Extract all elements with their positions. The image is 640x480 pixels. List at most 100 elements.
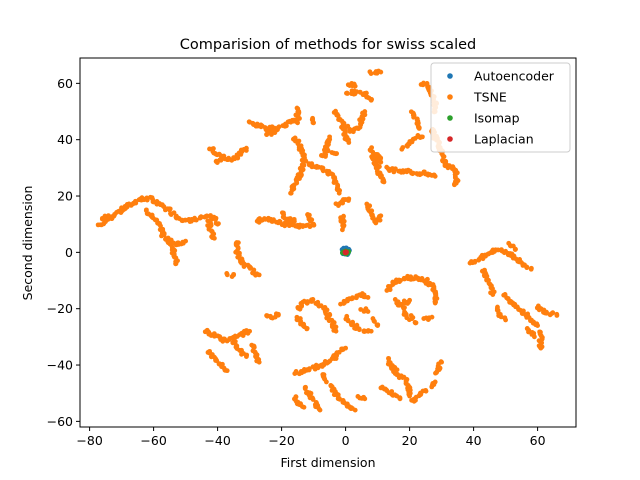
tsne-point [327,134,332,140]
tsne-point [198,214,204,220]
tsne-point [396,375,402,381]
tsne-point [254,121,260,127]
tsne-point [550,310,556,316]
tsne-point [272,128,278,134]
legend-marker [447,136,453,142]
tsne-point [143,207,149,213]
tsne-point [247,328,253,334]
tsne-point [247,265,253,271]
tsne-point [409,316,415,322]
tsne-point [340,227,345,233]
tsne-point [378,159,384,165]
tsne-point [331,180,337,186]
tsne-point [392,392,398,398]
tsne-point [378,69,384,75]
tsne-point [356,326,362,332]
tsne-point [327,317,333,323]
tsne-point [411,114,417,120]
tsne-point [293,112,299,118]
tsne-point [362,109,368,114]
tsne-point [452,182,457,188]
y-tick-label: −20 [47,301,73,316]
chart-title: Comparision of methods for swiss scaled [180,37,476,53]
tsne-point [432,300,438,306]
tsne-point [167,207,173,213]
tsne-point [350,295,355,301]
tsne-point [161,232,167,238]
tsne-point [114,210,119,215]
tsne-point [368,148,373,154]
x-tick-label: −80 [76,433,102,448]
tsne-point [213,217,218,222]
tsne-point [215,221,221,227]
x-tick-label: −60 [140,433,166,448]
tsne-point [175,215,181,221]
tsne-point [310,397,316,402]
tsne-point [362,329,367,334]
tsne-point [535,323,540,328]
x-axis: −80 −60 −40 −20 0 20 40 60 [76,427,546,448]
tsne-point [213,159,219,164]
tsne-point [333,328,339,334]
tsne-point [308,218,313,224]
tsne-point [333,151,339,157]
tsne-point [302,157,308,163]
tsne-point [305,299,310,304]
tsne-point [352,407,358,413]
tsne-point [183,238,189,244]
tsne-point [160,203,166,209]
tsne-point [538,345,544,351]
tsne-point [306,367,312,373]
tsne-point [346,196,352,202]
tsne-point [365,309,371,314]
tsne-point [421,80,426,86]
tsne-point [472,258,478,264]
tsne-point [218,157,224,162]
tsne-point [423,387,428,393]
x-tick-label: 40 [466,433,482,448]
tsne-point [381,179,387,185]
tsne-point [267,130,273,136]
tsne-point [526,327,532,333]
tsne-point [396,277,402,283]
legend-label: Isomap [474,111,520,126]
y-tick-label: 60 [57,76,73,91]
y-tick-label: −40 [47,358,73,373]
tsne-point [352,83,358,89]
tsne-point [368,71,374,76]
tsne-point [144,195,150,201]
x-axis-label: First dimension [280,455,375,470]
tsne-point [270,218,275,224]
tsne-point [295,120,300,126]
tsne-point [244,145,249,151]
tsne-point [441,154,447,160]
tsne-point [109,216,115,221]
tsne-point [432,379,438,385]
tsne-point [554,311,560,317]
tsne-point [311,221,316,227]
legend-marker [447,115,453,121]
tsne-point [358,121,363,127]
tsne-point [311,120,316,126]
tsne-point [288,190,294,196]
legend-label: Laplacian [474,132,534,147]
x-tick-label: −20 [268,433,294,448]
tsne-point [528,266,534,272]
tsne-point [501,250,507,256]
tsne-point [301,404,307,410]
tsne-point [439,359,444,365]
tsne-point [256,359,262,365]
y-tick-label: 0 [65,245,73,260]
tsne-point [320,168,326,174]
tsne-point [204,213,209,219]
tsne-point [343,345,348,351]
tsne-point [162,207,168,213]
x-tick-label: 20 [402,433,418,448]
tsne-point [368,328,374,334]
tsne-point [284,217,289,222]
legend-label: TSNE [473,90,507,105]
tsne-point [133,198,138,204]
tsne-point [324,379,329,385]
legend: Autoencoder TSNE Isomap Laplacian [430,62,571,153]
